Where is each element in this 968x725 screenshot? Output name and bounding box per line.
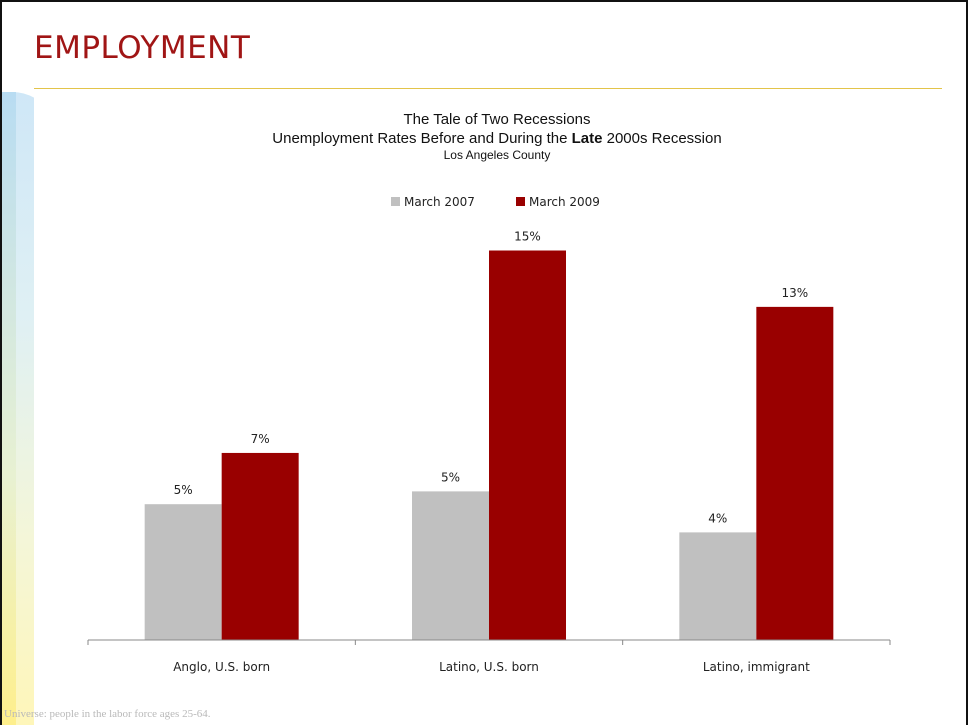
chart-subtitle-end: 2000s Recession [602, 130, 721, 147]
bar-2-1 [221, 452, 299, 640]
bar-1-3 [679, 532, 757, 640]
bar-2-2 [489, 250, 566, 640]
chart-subtitle-bold: Late [572, 130, 603, 147]
chart-subtitle: Unemployment Rates Before and During the… [272, 130, 721, 147]
decorative-side-band-edge [2, 92, 16, 725]
chart-subtitle-start: Unemployment Rates Before and During the [272, 130, 571, 147]
bar-1-1 [144, 504, 222, 640]
x-tick-label-3: Latino, immigrant [703, 660, 810, 674]
data-label-1-2: 5% [441, 470, 460, 484]
chart-legend: March 2007 March 2009 [391, 195, 600, 209]
x-tick-label-1: Anglo, U.S. born [173, 660, 270, 674]
data-label-1-3: 4% [708, 511, 727, 525]
bar-1-2 [412, 491, 489, 640]
title-divider [34, 88, 942, 89]
data-label-2-1: 7% [251, 432, 270, 446]
legend-label-1: March 2007 [404, 195, 475, 209]
bar-2-3 [756, 306, 834, 640]
footnote: Universe: people in the labor force ages… [4, 708, 211, 720]
chart-bars: 5% 7% 5% 15% 4% 13% [144, 230, 834, 640]
chart-subtitle-2: Los Angeles County [444, 148, 551, 162]
data-label-2-2: 15% [514, 230, 541, 244]
data-label-2-3: 13% [781, 286, 808, 300]
chart-x-axis: Anglo, U.S. born Latino, U.S. born Latino,… [87, 639, 891, 674]
legend-swatch-2 [516, 197, 525, 206]
legend-label-2: March 2009 [529, 195, 600, 209]
data-label-1-1: 5% [174, 483, 193, 497]
x-tick-label-2: Latino, U.S. born [439, 660, 539, 674]
chart-title: The Tale of Two Recessions [403, 111, 590, 128]
legend-swatch-1 [391, 197, 400, 206]
slide-title: EMPLOYMENT [34, 30, 251, 66]
